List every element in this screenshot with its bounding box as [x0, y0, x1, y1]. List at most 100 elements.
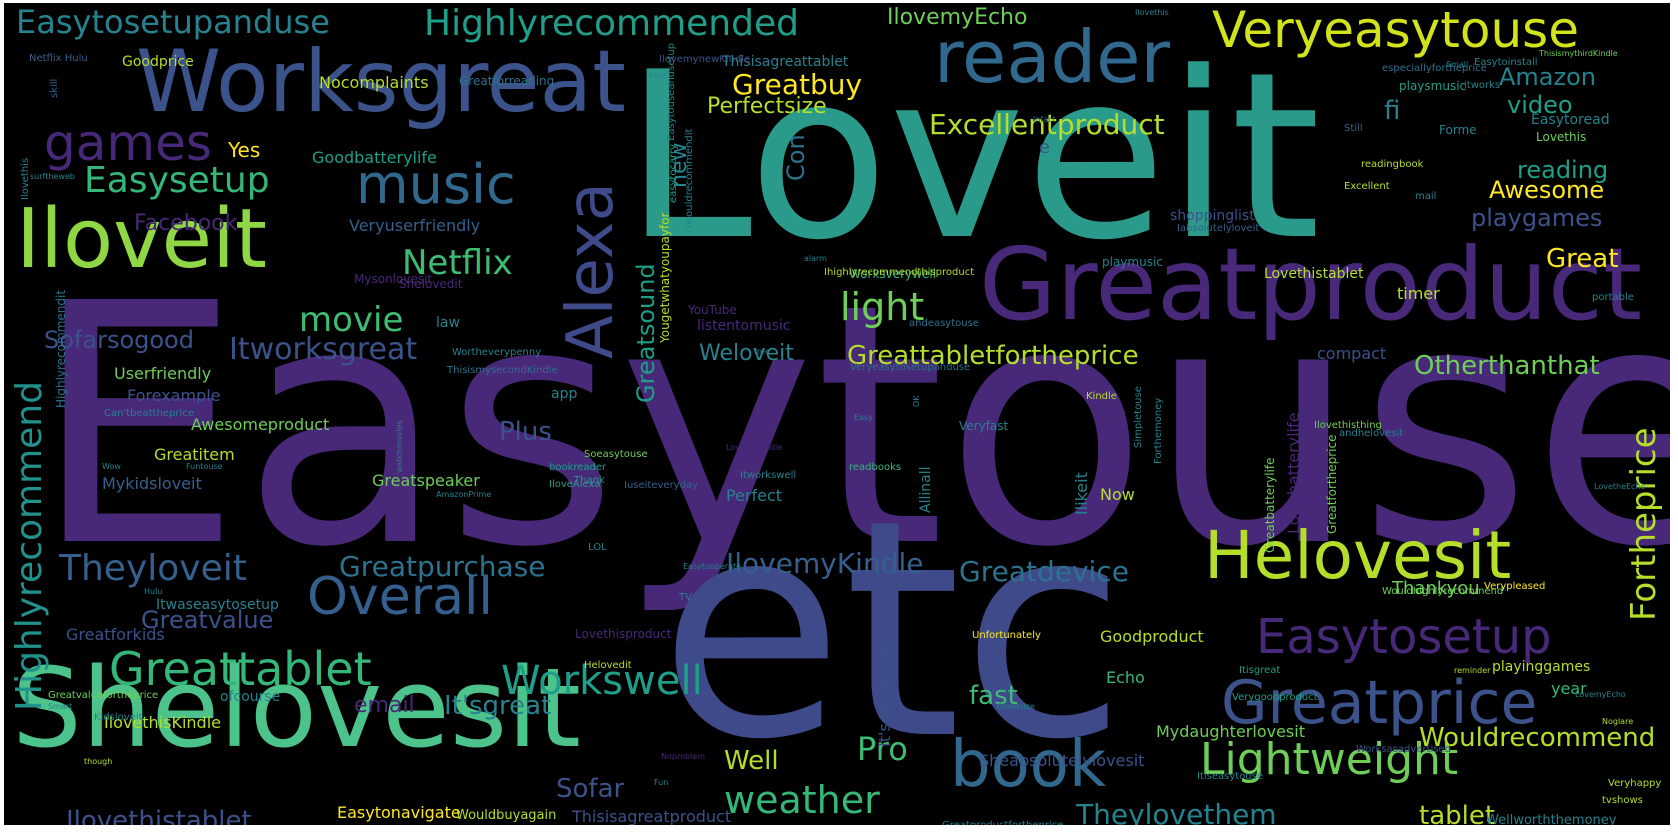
word-ok: OK	[912, 395, 921, 407]
word-con: Con	[782, 134, 810, 181]
word-verygoodproduct: Verygoodproduct	[1232, 692, 1318, 703]
word-cloud-canvas: Easytouse Loveit etc Shelovesit Greatpro…	[4, 3, 1670, 825]
word-year: year	[1551, 679, 1587, 698]
word-veryuserfriendly: Veryuserfriendly	[349, 216, 481, 235]
word-facebook: Facebook	[134, 211, 238, 236]
word-well: Well	[724, 746, 779, 776]
word-kindle: Kindle	[1086, 391, 1117, 402]
word-mykidsloveit: Mykidsloveit	[102, 474, 202, 493]
word-itworks: itworks	[1464, 80, 1501, 91]
word-noglare: Noglare	[1602, 717, 1634, 726]
word-great: Great	[1546, 244, 1619, 274]
word-thisisagreatproduct: Thisisagreatproduct	[572, 807, 732, 825]
word-easysetup: Easysetup	[84, 160, 270, 201]
word-cantbeattheprice: Can'tbeattheprice	[104, 408, 194, 419]
word-law: law	[436, 315, 460, 331]
word-reminder: reminder	[1454, 666, 1491, 675]
word-reader: reader	[934, 15, 1171, 99]
word-surftheweb: surftheweb	[30, 172, 75, 181]
word-forme: Forme	[1439, 123, 1477, 137]
word-easytoread: Easytoread	[1531, 112, 1610, 128]
word-veryeasytouse: Veryeasytouse	[1212, 3, 1579, 59]
word-tv: TV	[679, 592, 692, 603]
word-greatpurchase: Greatpurchase	[339, 550, 546, 583]
word-though: though	[84, 757, 113, 766]
word-greatsound: Greatsound	[632, 263, 660, 403]
word-wortheverypenny: Wortheverypenny	[452, 347, 542, 358]
word-overall: Overall	[307, 567, 493, 627]
word-pro: Pro	[857, 730, 908, 768]
word-verypleased: Verypleased	[1484, 581, 1546, 592]
word-amazon: Amazon	[1499, 63, 1596, 91]
word-ilovealexa: IloveAlexa	[549, 479, 601, 490]
word-free: free	[754, 347, 770, 356]
word-fortheprice: Fortheprice	[1624, 427, 1664, 621]
word-allinall: Allinall	[918, 466, 934, 513]
word-thisisagreattablet: Thisisagreattablet	[722, 54, 849, 70]
word-greatitem: Greatitem	[154, 445, 235, 464]
word-workswell: Workswell	[501, 658, 703, 704]
word-alexa: Alexa	[554, 182, 628, 359]
word-andeasytouse: andeasytouse	[909, 318, 979, 329]
word-itworksgreat: Itworksgreat	[229, 332, 418, 367]
word-tablet: tablet	[1419, 801, 1496, 825]
word-ilovethistablet: Ilovethistablet	[66, 806, 252, 825]
word-awesomeproduct: Awesomeproduct	[191, 415, 330, 434]
word-app: app	[551, 386, 578, 402]
word-greattabletfortheprice: Greattabletfortheprice	[847, 341, 1139, 371]
word-shelovesit: Shelovesit	[12, 644, 581, 772]
word-ilovemyecho: IlovemyEcho	[887, 5, 1028, 30]
word-greatvaluefortheprice: Greatvaluefortheprice	[48, 690, 159, 701]
word-lightweight: Lightweight	[1200, 734, 1459, 785]
word-sofarsogood: Sofarsogood	[44, 326, 194, 354]
word-greatprice: Greatprice	[1221, 668, 1538, 738]
word-lovemyecho: LovemyEcho	[1575, 690, 1626, 699]
word-infact: Infact	[1033, 115, 1056, 124]
word-easytonavigate: Easytonavigate	[337, 803, 461, 822]
word-shelovedit: Shelovedit	[399, 277, 463, 291]
word-soeasytouse: Soeasytouse	[584, 449, 648, 460]
word-veryfast: Veryfast	[959, 419, 1009, 433]
word-itworkswell: Itworkswell	[740, 470, 797, 481]
word-wouldbuyagain: Wouldbuyagain	[456, 808, 557, 823]
word-watchmovies: watchmovies	[395, 420, 404, 473]
word-amazonprime: AmazonPrime	[436, 490, 492, 499]
word-greatfortheprice: Greatfortheprice	[1325, 434, 1339, 534]
word-greatspeaker: Greatspeaker	[372, 471, 480, 490]
word-wow: Wow	[102, 462, 121, 471]
word-alarm: alarm	[804, 254, 827, 263]
word-sheabsolutelylovesit: Sheabsolutelylovesit	[979, 751, 1145, 770]
word-smart: Smart	[48, 702, 73, 711]
word-weather: weather	[724, 778, 880, 822]
word-fast: fast	[969, 681, 1018, 711]
word-wellworththemoney: Wellworththemoney	[1486, 813, 1617, 825]
word-ihighlyrecommendthisproduct: Ihighlyrecommendthisproduct	[824, 267, 975, 278]
word-forexample: Forexample	[127, 386, 221, 405]
word-longbatterylife: Longbatterylife	[1284, 412, 1303, 534]
word-weloveit: Weloveit	[699, 341, 794, 366]
word-worksgreat: Worksgreat	[136, 32, 626, 132]
word-lovethisproduct: Lovethisproduct	[575, 627, 672, 641]
word-readbooks: readbooks	[849, 462, 902, 473]
word-readingbook: readingbook	[1361, 159, 1424, 170]
word-itwaseasytosetup: Itwaseasytosetup	[156, 597, 279, 613]
word-greatproduct: Greatproduct	[979, 226, 1643, 343]
word-mydaughterlovesit: Mydaughterlovesit	[1156, 722, 1305, 741]
word-e: e	[1039, 137, 1051, 158]
word-ilovemynewkindle: IlovemynewKindle	[659, 54, 751, 65]
word-portable: portable	[1592, 292, 1634, 303]
word-playinggames: playinggames	[1492, 659, 1591, 675]
word-ilikeit: Ilikeit	[1072, 472, 1091, 515]
word-hulu: Hulu	[144, 587, 163, 596]
word-tvshows: tvshows	[1602, 795, 1643, 806]
word-lovethistablet: Lovethistablet	[1264, 266, 1364, 282]
word-awesome: Awesome	[1489, 176, 1605, 204]
word-thankyou: Thankyou	[1392, 578, 1480, 599]
word-helovedit: Helovedit	[584, 660, 632, 671]
word-easytouseandsetup: Easytouseandsetup	[666, 42, 677, 141]
word-loveit: Loveit	[624, 24, 1321, 291]
word-mail: mail	[1415, 191, 1437, 202]
word-games: games	[44, 114, 212, 172]
word-compact: compact	[1317, 344, 1387, 363]
word-noproblem: Noproblem	[661, 752, 705, 761]
